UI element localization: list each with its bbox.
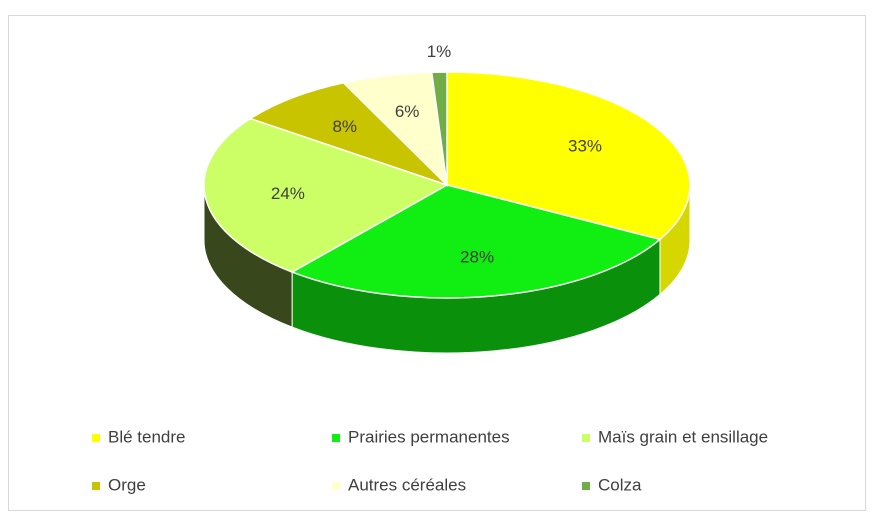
legend-label: Autres céréales xyxy=(348,475,466,494)
slice xyxy=(430,71,448,186)
legend-swatch xyxy=(332,482,340,490)
data-label: 28% xyxy=(460,248,494,267)
data-label: 8% xyxy=(332,117,357,136)
legend-label: Prairies permanentes xyxy=(348,427,510,446)
legend-label: Colza xyxy=(598,475,642,494)
legend-label: Blé tendre xyxy=(108,427,186,446)
data-label: 6% xyxy=(395,102,420,121)
data-label: 1% xyxy=(427,42,452,61)
legend-swatch xyxy=(92,482,100,490)
legend-swatch xyxy=(582,482,590,490)
legend-swatch xyxy=(332,434,340,442)
data-label: 24% xyxy=(271,184,305,203)
legend-label: Orge xyxy=(108,475,146,494)
slice xyxy=(248,81,448,186)
legend-swatch xyxy=(582,434,590,442)
data-label: 33% xyxy=(568,137,602,156)
slice xyxy=(290,184,662,299)
slice xyxy=(203,117,449,273)
legend-swatch xyxy=(92,434,100,442)
legend-label: Maïs grain et ensillage xyxy=(598,427,768,446)
slice xyxy=(446,71,691,241)
